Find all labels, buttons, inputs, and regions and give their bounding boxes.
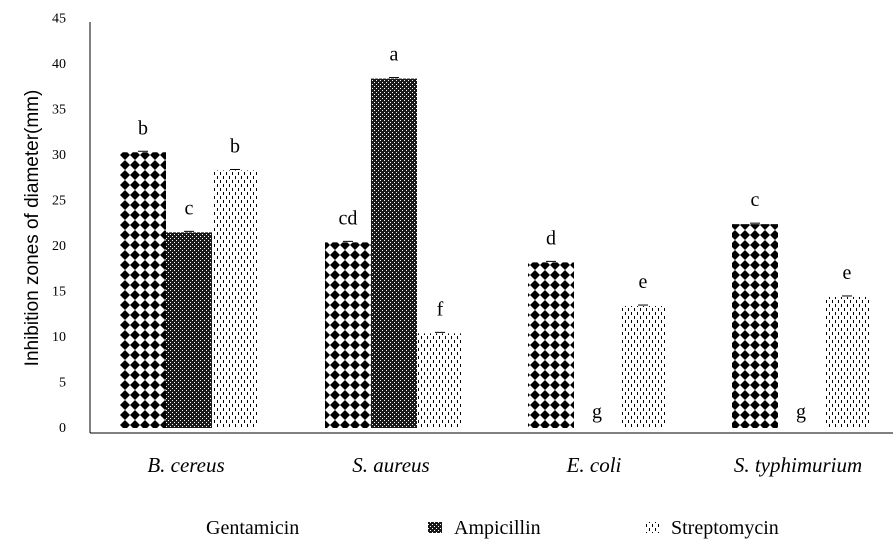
bar-data-label: cd <box>339 207 358 229</box>
bar <box>417 333 463 428</box>
category-label: B. cereus <box>147 453 224 477</box>
y-tick-label: 5 <box>59 376 66 391</box>
y-ticks: 0 5 10 15 20 25 30 35 40 45 <box>52 12 66 437</box>
legend: Gentamicin Ampicillin Streptomycin <box>206 517 779 539</box>
bar-labels: b c b cd a f d g e c g e <box>138 44 852 423</box>
y-tick-label: 35 <box>52 103 66 118</box>
bar-data-label: c <box>185 197 194 219</box>
y-tick-label: 15 <box>52 285 66 300</box>
bars <box>120 77 870 428</box>
legend-label: Gentamicin <box>206 517 299 539</box>
legend-label: Streptomycin <box>671 517 779 539</box>
category-label: E. coli <box>566 453 622 477</box>
bar <box>166 232 212 428</box>
bar-data-label: e <box>843 262 852 284</box>
bar <box>620 306 666 428</box>
y-axis-title: Inhibition zones of diameter(mm) <box>22 90 43 367</box>
bar-data-label: b <box>138 117 148 139</box>
y-tick-label: 30 <box>52 148 66 163</box>
bar <box>212 170 258 428</box>
bar-data-label: b <box>230 135 240 157</box>
bar <box>371 78 417 428</box>
axes: Inhibition zones of diameter(mm) <box>22 22 893 434</box>
y-tick-label: 25 <box>52 194 66 209</box>
bar-data-label: f <box>437 298 444 320</box>
bar <box>325 242 371 428</box>
legend-label: Ampicillin <box>454 517 541 539</box>
bar <box>120 152 166 428</box>
category-label: S. aureus <box>352 453 429 477</box>
y-tick-label: 0 <box>59 421 66 436</box>
category-label: S. typhimurium <box>734 453 862 477</box>
legend-swatch <box>645 522 659 533</box>
bar <box>528 262 574 428</box>
y-tick-label: 45 <box>52 12 66 27</box>
bar-data-label: e <box>639 271 648 293</box>
bar <box>824 296 870 428</box>
legend-swatch <box>428 522 442 533</box>
category-labels: B. cereus S. aureus E. coli S. typhimurium <box>147 453 862 477</box>
y-tick-label: 10 <box>52 330 66 345</box>
y-tick-label: 20 <box>52 239 66 254</box>
bar <box>732 224 778 428</box>
bar-data-label: c <box>751 189 760 211</box>
bar-data-label: d <box>546 227 556 249</box>
bar-data-label: g <box>592 401 602 423</box>
y-tick-label: 40 <box>52 57 66 72</box>
bar-data-label: g <box>796 401 806 423</box>
bar-data-label: a <box>390 44 399 66</box>
